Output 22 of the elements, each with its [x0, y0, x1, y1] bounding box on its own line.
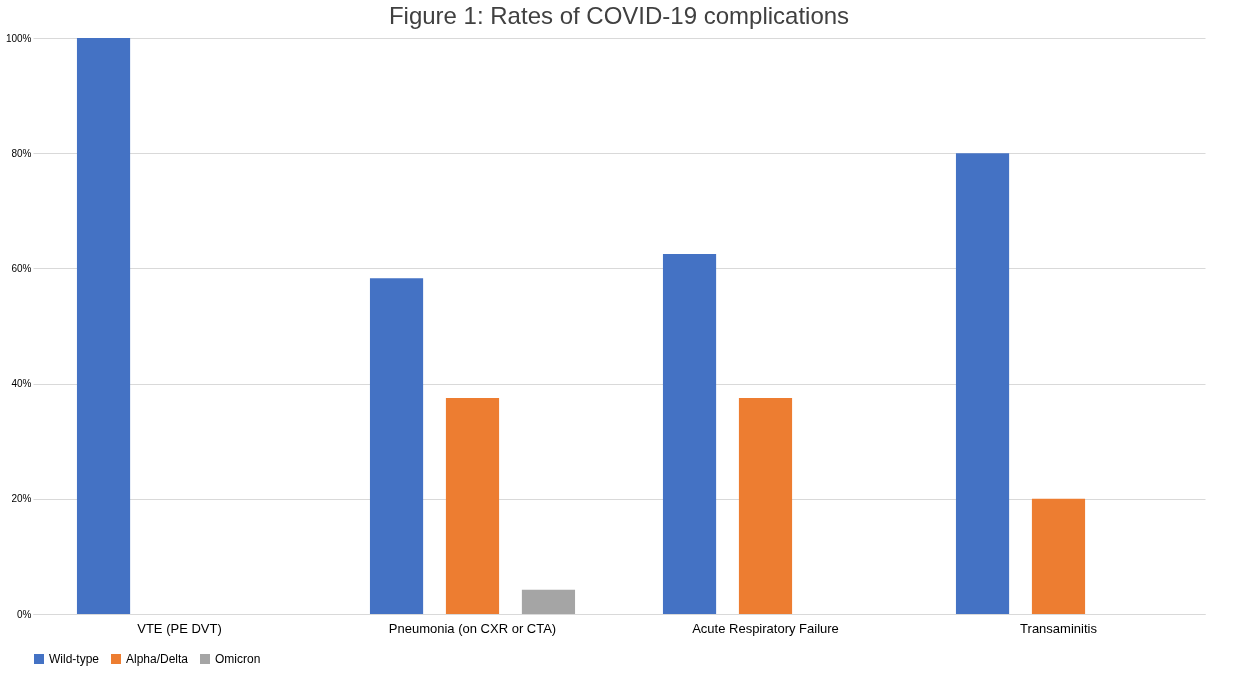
bar [521, 589, 576, 614]
x-tick-label: Pneumonia (on CXR or CTA) [388, 620, 557, 636]
x-tick-label: Transaminitis [1020, 620, 1098, 636]
bar [445, 398, 500, 614]
bar [662, 254, 717, 614]
x-tick-label: Acute Respiratory Failure [692, 620, 839, 636]
y-tick-label: 60% [11, 262, 32, 274]
y-tick-label: 80% [11, 147, 32, 159]
y-tick-label: 40% [11, 378, 32, 390]
bar [955, 153, 1010, 614]
legend-label: Wild-type [49, 652, 100, 666]
chart-title: Figure 1: Rates of COVID-19 complications [388, 2, 850, 29]
bar [76, 38, 131, 614]
legend-label: Alpha/Delta [126, 652, 189, 666]
y-tick-label: 100% [5, 32, 32, 44]
legend-label: Omicron [215, 652, 261, 666]
bar [1031, 498, 1086, 614]
bar [369, 278, 424, 614]
y-tick-label: 0% [17, 608, 32, 620]
bar [738, 398, 793, 614]
x-tick-label: VTE (PE DVT) [137, 620, 222, 636]
y-tick-label: 20% [11, 493, 32, 505]
